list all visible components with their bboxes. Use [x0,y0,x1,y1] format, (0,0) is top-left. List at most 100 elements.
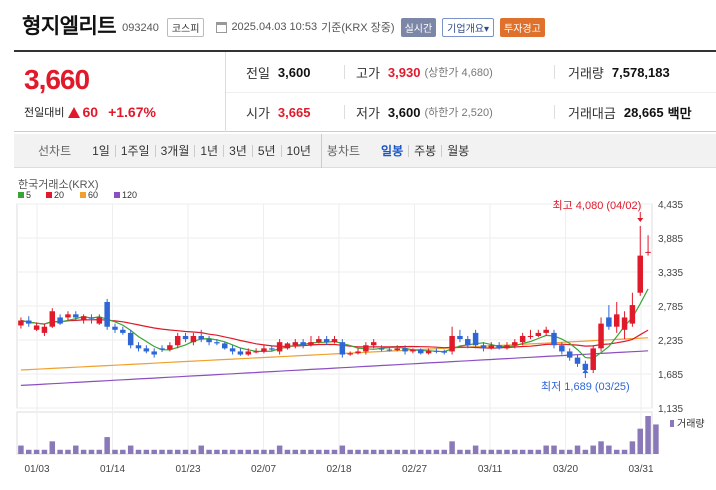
candle-body [527,335,534,337]
tab-10y[interactable]: 10년 [286,144,311,158]
amount-unit: 백만 [667,105,692,121]
volume-bar [519,449,526,454]
volume-bar [57,449,63,454]
ma-legend-label: 120 [122,190,137,200]
low-price: 저가 3,600 (하한가 2,520) [356,92,493,132]
candle-body [323,339,330,343]
candle-body [292,342,299,346]
tab-5y[interactable]: 5년 [257,144,276,158]
lower-limit: (하한가 2,520) [424,107,493,119]
tab-1w[interactable]: 1주일 [120,144,150,158]
ma-legend-swatch [114,192,120,198]
tab-1y[interactable]: 1년 [200,144,219,158]
candle-body [276,342,283,352]
tab-3m[interactable]: 3개월 [160,144,190,158]
volume-bar [535,449,542,454]
divider [344,65,345,79]
candle-body [394,348,400,351]
candle-body [355,351,361,354]
divider [154,144,156,157]
change-label: 전일대비 [24,107,65,119]
candle-body [613,314,620,327]
open-value: 3,665 [277,104,311,120]
candle-body [504,345,510,349]
y-tick-label: 1,135 [658,404,683,415]
tab-weekly[interactable]: 주봉 [414,144,437,158]
divider [280,144,282,157]
candle-body [26,320,32,324]
tab-monthly[interactable]: 월봉 [447,144,470,158]
low-value: 3,600 [387,104,421,120]
volume-bar [214,449,220,454]
volume-bar [410,449,416,454]
x-tick-label: 01/14 [100,464,125,475]
candle-body [57,317,63,324]
volume-bar [512,449,518,454]
volume-bar [41,449,48,454]
candle-body [645,251,651,253]
candle-body [269,348,275,350]
volume-bar [276,445,283,454]
candle-body [214,342,220,344]
volume-bar [96,449,103,454]
low-annotation: 최저 1,689 (03/25) [541,380,630,393]
candle-body [159,348,165,350]
high-price: 고가 3,930 (상한가 4,680) [356,52,493,92]
volume-bar [269,449,275,454]
candlestick-chart: 4,435 3,885 3,335 2,785 2,235 1,685 1,135 01/03… [16,178,705,475]
volume-bar [339,445,346,454]
candle-body [245,351,252,355]
candle-body [457,335,463,340]
quote-row-divider [226,92,716,93]
tab-daily[interactable]: 일봉 [381,144,404,158]
upper-limit: (상한가 4,680) [424,67,493,79]
candle-body [331,339,338,343]
company-overview-button[interactable]: 기업개요▾ [442,17,495,37]
ma-120-line [20,350,649,386]
y-tick-label: 4,435 [658,200,683,211]
x-tick-label: 03/31 [628,464,653,475]
candle-body [41,326,48,333]
x-tick-label: 03/11 [478,464,503,475]
volume-bar [261,449,267,454]
x-tick-label: 02/18 [326,464,351,475]
candle-body [308,342,314,346]
candle-body [402,348,408,352]
low-arrow-head [582,369,589,373]
stock-header: 형지엘리트 093240 코스피 2025.04.03 10:53 기준(KRX… [0,0,716,50]
volume-bar [582,449,589,454]
volume-legend-label: 거래량 [677,418,705,430]
volume-bar [543,445,549,454]
prev-close: 전일 3,600 [246,52,310,92]
volume-bar [590,445,596,454]
ma-legend-label: 5 [26,190,31,200]
volume-bar [441,449,447,454]
candle-chart-label: 봉차트 [326,144,361,158]
volume-bar [80,449,87,454]
candle-body [222,343,228,349]
volume-bar [65,449,71,454]
volume-bar [465,449,471,454]
volume-bar [143,449,150,454]
chevron-down-icon: ▾ [483,23,490,35]
ma-legend-label: 60 [88,190,98,200]
candle-body [606,317,612,327]
x-tick-label: 02/27 [402,464,427,475]
volume-bar [425,449,432,454]
volume-bar [198,445,204,454]
amount-value: 28,665 [623,104,664,120]
volume-bar [653,424,659,454]
volume-bar [112,449,118,454]
candle-body [18,320,24,326]
candle-body [488,345,495,349]
volume-bar [472,445,479,454]
tab-3y[interactable]: 3년 [229,144,247,158]
tab-1d[interactable]: 1일 [92,144,110,158]
x-tick-label: 02/07 [251,464,276,475]
candle-body [598,323,604,349]
volume-bar [433,449,440,454]
candle-body [167,345,173,350]
volume-bar [598,441,604,454]
candle-body [96,317,103,324]
realtime-button[interactable]: 실시간 [400,17,437,37]
